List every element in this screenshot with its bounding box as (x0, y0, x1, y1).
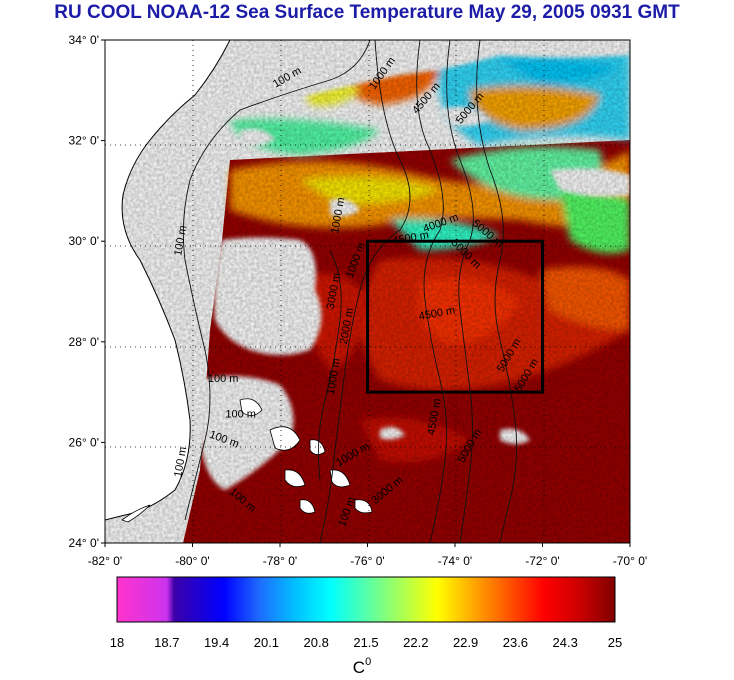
lat-tick-label: 24° 0' (69, 536, 99, 550)
latitude-axis: 34° 0' 32° 0' 30° 0' 28° 0' 26° 0' 24° 0' (69, 33, 105, 550)
map-title: RU COOL NOAA-12 Sea Surface Temperature … (54, 2, 680, 23)
colorbar-tick-label: 21.5 (353, 635, 378, 650)
lon-tick-label: -70° 0' (613, 554, 647, 568)
colorbar-tick-label: 22.2 (403, 635, 428, 650)
longitude-axis: -82° 0' -80° 0' -78° 0' -76° 0' -74° 0' -72° … (88, 543, 647, 568)
lat-tick-label: 26° 0' (69, 435, 99, 449)
colorbar-tick-label: 18 (110, 635, 124, 650)
lon-tick-label: -82° 0' (88, 554, 122, 568)
colorbar-tick-label: 24.3 (553, 635, 578, 650)
colorbar-tick-label: 22.9 (453, 635, 478, 650)
lon-tick-label: -78° 0' (263, 554, 297, 568)
bahamas-islands (239, 398, 373, 514)
bathymetry-contours (182, 40, 518, 543)
colorbar-tick-label: 23.6 (503, 635, 528, 650)
colorbar-tick-label: 20.1 (254, 635, 279, 650)
contour-label: 100 m (172, 225, 189, 257)
lon-tick-label: -72° 0' (525, 554, 559, 568)
colorbar: 18 18.7 19.4 20.1 20.8 21.5 22.2 22.9 23.6 24.3 25… (110, 576, 622, 677)
colorbar-gradient (116, 576, 616, 623)
lon-tick-label: -76° 0' (350, 554, 384, 568)
lat-tick-label: 30° 0' (69, 234, 99, 248)
colorbar-unit: C0 (353, 656, 371, 677)
contour-label: 100 m (172, 446, 189, 478)
colorbar-tick-label: 19.4 (204, 635, 229, 650)
lon-tick-label: -74° 0' (438, 554, 472, 568)
lat-tick-label: 34° 0' (69, 33, 99, 47)
lon-tick-label: -80° 0' (175, 554, 209, 568)
colorbar-ticks: 18 18.7 19.4 20.1 20.8 21.5 22.2 22.9 23.6 24.3 25 (110, 635, 622, 650)
colorbar-tick-label: 20.8 (304, 635, 329, 650)
florida-coastline (105, 40, 231, 521)
contour-label: 100 m (225, 408, 256, 420)
lat-tick-label: 28° 0' (69, 335, 99, 349)
colorbar-tick-label: 25 (608, 635, 622, 650)
colorbar-tick-label: 18.7 (154, 635, 179, 650)
lat-tick-label: 32° 0' (69, 134, 99, 148)
study-area-box (366, 239, 544, 394)
contour-label: 100 m (208, 373, 239, 385)
